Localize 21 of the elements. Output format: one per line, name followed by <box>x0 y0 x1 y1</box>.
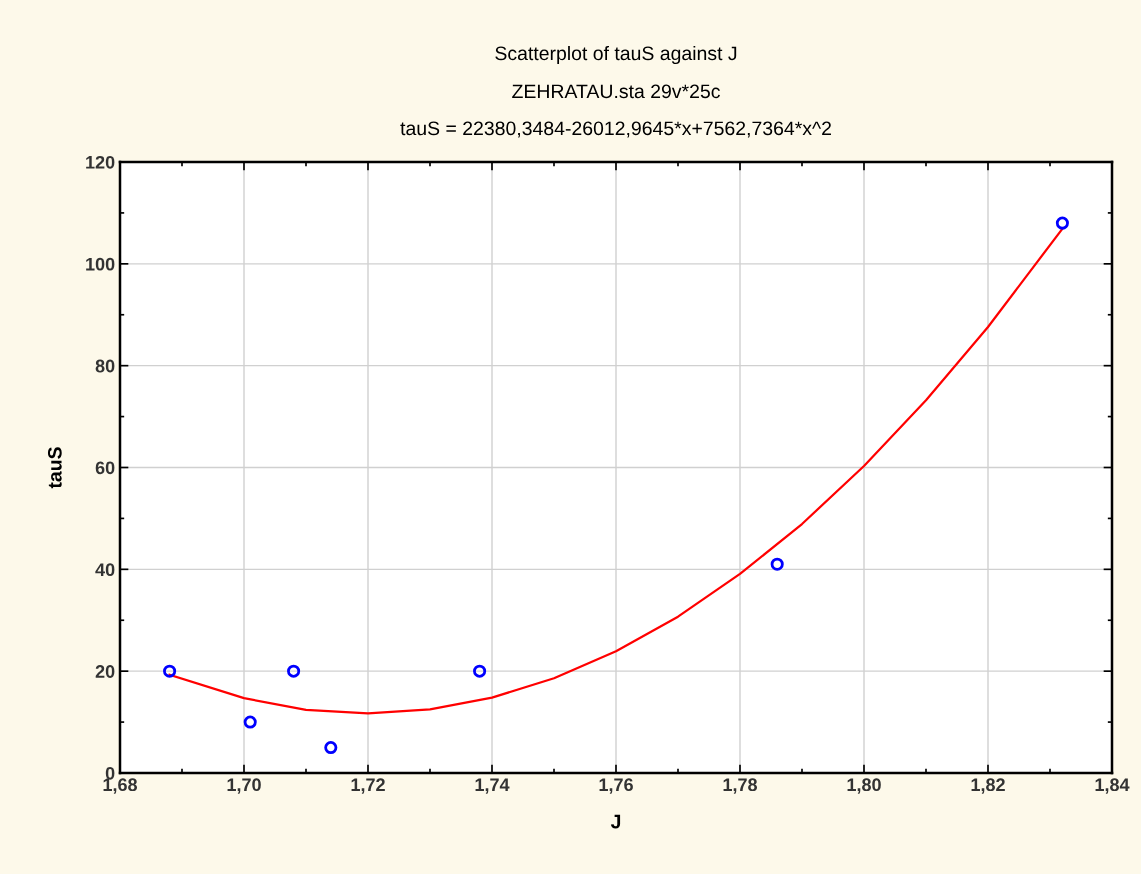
y-tick-label: 100 <box>86 257 115 271</box>
chart-title: Scatterplot of tauS against J <box>495 45 737 65</box>
y-tick-label: 60 <box>95 461 115 475</box>
y-axis-title: tauS <box>47 447 62 489</box>
x-tick-label: 1,76 <box>599 778 633 794</box>
text: tauS = 22380,3484-26012,9645*x+7562,7364*x^2 <box>400 121 831 138</box>
y-tick-label: 40 <box>95 563 115 577</box>
x-tick-label: 1,82 <box>971 778 1005 794</box>
y-tick-label: 0 <box>105 766 115 780</box>
x-axis-title: J <box>610 814 621 829</box>
chart-subtitle: ZEHRATAU.sta 29v*25c <box>512 84 720 99</box>
x-tick-label: 1,84 <box>1095 778 1130 794</box>
x-tick-label: 1,68 <box>103 778 138 794</box>
x-tick-label: 1,80 <box>847 778 881 794</box>
y-tick-label: 80 <box>95 359 115 373</box>
y-tick-label: 120 <box>86 155 115 169</box>
x-tick-label: 1,70 <box>227 778 261 794</box>
x-tick-label: 1,72 <box>351 778 385 794</box>
y-tick-label: 20 <box>95 665 115 678</box>
x-tick-label: 1,74 <box>475 778 510 794</box>
x-tick-label: 1,78 <box>723 778 758 794</box>
